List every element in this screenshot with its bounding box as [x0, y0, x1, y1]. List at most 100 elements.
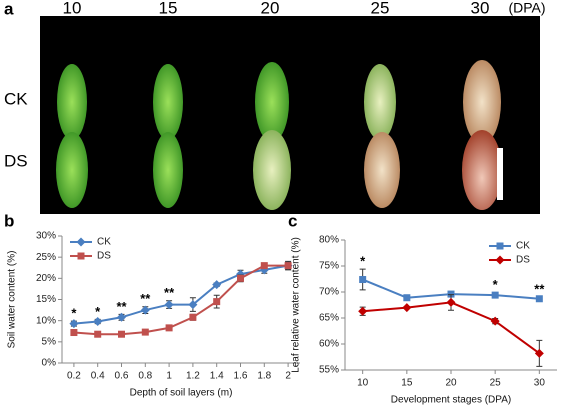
row-label: CK	[4, 89, 28, 108]
seed	[56, 132, 88, 208]
data-point	[403, 294, 411, 302]
data-point	[534, 348, 544, 358]
panel-label: b	[4, 211, 14, 230]
column-label: 15	[159, 0, 178, 17]
data-point	[447, 290, 455, 298]
data-point	[237, 274, 244, 282]
x-tick-label: 1.6	[234, 371, 248, 382]
seed	[153, 64, 183, 140]
x-tick-label: 0.2	[67, 371, 81, 382]
significance-label: **	[534, 282, 545, 297]
data-point	[260, 262, 268, 270]
data-point	[69, 319, 79, 329]
seed	[364, 64, 396, 140]
y-tick-label: 25%	[36, 252, 56, 263]
column-label: 25	[371, 0, 390, 17]
row-label: DS	[4, 151, 28, 170]
y-tick-label: 10%	[36, 315, 56, 326]
data-point	[165, 324, 173, 332]
significance-label: *	[95, 304, 101, 319]
data-point	[70, 329, 78, 337]
significance-label: *	[71, 306, 77, 321]
significance-label: *	[360, 254, 366, 269]
data-point	[212, 280, 222, 290]
significance-label: **	[164, 285, 175, 300]
x-tick-label: 2	[285, 371, 291, 382]
x-tick-label: 0.4	[91, 371, 105, 382]
seed	[462, 130, 502, 210]
legend-marker	[76, 237, 86, 247]
seed	[364, 132, 400, 208]
y-tick-label: 15%	[36, 294, 56, 305]
y-axis-title: Leaf relative water content (%)	[291, 237, 302, 373]
x-tick-label: 20	[445, 378, 457, 389]
y-tick-label: 5%	[42, 336, 57, 347]
scale-bar	[497, 148, 503, 200]
legend-label: DS	[97, 251, 111, 262]
data-point	[490, 316, 500, 326]
significance-label: *	[493, 277, 499, 292]
x-tick-label: 30	[534, 378, 546, 389]
seed	[463, 60, 501, 144]
x-tick-label: 0.8	[138, 371, 152, 382]
x-tick-label: 0.6	[115, 371, 129, 382]
panel-label: a	[4, 0, 14, 18]
panel-label: c	[288, 211, 297, 230]
x-tick-label: 15	[401, 378, 413, 389]
data-point	[359, 276, 367, 284]
x-tick-label: 10	[357, 378, 369, 389]
legend-label: DS	[516, 255, 530, 266]
x-axis-title: Development stages (DPA)	[391, 395, 511, 406]
data-point	[141, 328, 149, 336]
seed	[57, 64, 87, 140]
x-tick-label: 1	[166, 371, 172, 382]
column-label: 10	[63, 0, 82, 17]
seed	[253, 130, 291, 210]
data-point	[213, 298, 221, 306]
seed	[153, 132, 183, 208]
column-label: 30	[471, 0, 490, 17]
y-tick-label: 60%	[319, 339, 339, 350]
y-tick-label: 0%	[42, 358, 57, 369]
legend-label: CK	[516, 241, 530, 252]
seed	[255, 62, 289, 142]
data-point	[446, 297, 456, 307]
data-point	[535, 295, 543, 303]
y-tick-label: 75%	[319, 261, 339, 272]
data-point	[188, 300, 198, 310]
x-tick-label: 1.8	[257, 371, 271, 382]
data-point	[402, 303, 412, 313]
y-tick-label: 30%	[36, 231, 56, 242]
data-point	[189, 313, 197, 321]
series-line	[73, 264, 289, 336]
legend-marker	[495, 255, 505, 265]
photo-panel: a 10 15 20 25 30 (DPA) CK DS	[4, 0, 546, 214]
data-point	[358, 306, 368, 316]
x-tick-label: 1.2	[186, 371, 200, 382]
significance-label: **	[116, 299, 127, 314]
data-point	[94, 330, 102, 338]
significance-label: **	[140, 291, 151, 306]
x-tick-label: 1.4	[210, 371, 224, 382]
column-label: 20	[261, 0, 280, 17]
y-tick-label: 65%	[319, 313, 339, 324]
y-tick-label: 70%	[319, 287, 339, 298]
series-line	[73, 264, 289, 325]
y-axis-title: Soil water content (%)	[7, 251, 18, 349]
y-tick-label: 55%	[319, 365, 339, 376]
legend-marker	[496, 242, 504, 250]
data-point	[140, 305, 150, 315]
data-point	[284, 262, 292, 270]
data-point	[164, 300, 174, 310]
x-axis-title: Depth of soil layers (m)	[130, 388, 233, 399]
x-tick-label: 25	[490, 378, 502, 389]
y-tick-label: 20%	[36, 273, 56, 284]
y-tick-label: 80%	[319, 235, 339, 246]
unit-label: (DPA)	[508, 0, 545, 16]
data-point	[118, 330, 125, 338]
data-point	[93, 317, 103, 327]
data-point	[491, 291, 499, 299]
legend-marker	[77, 252, 85, 260]
data-point	[117, 312, 126, 322]
